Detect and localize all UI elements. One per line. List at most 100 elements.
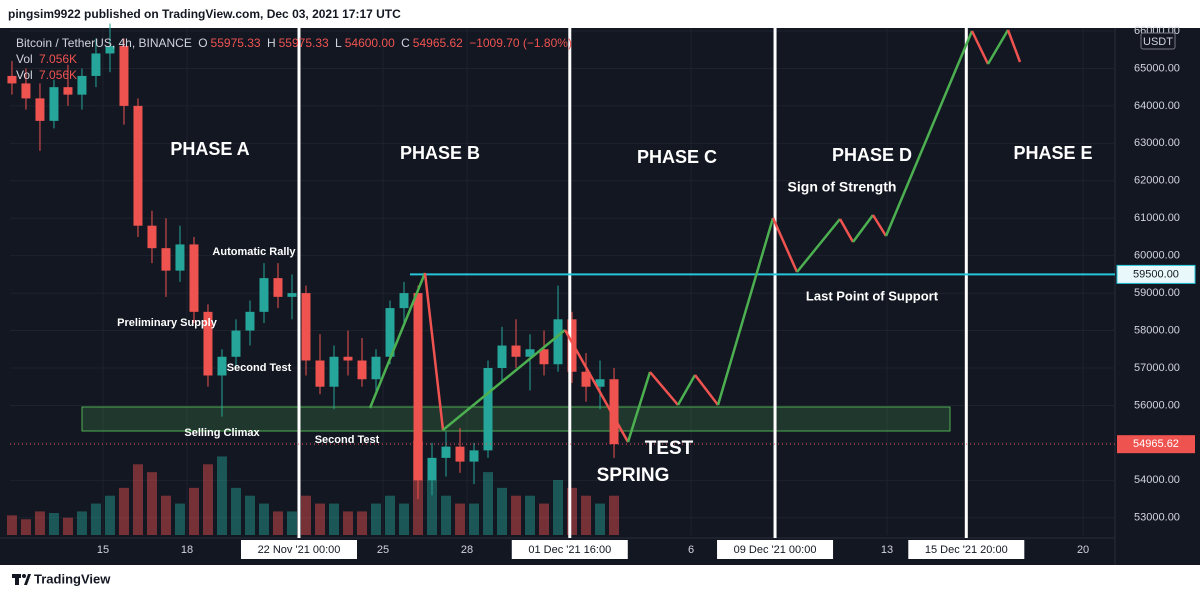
- volume-bar: [34, 511, 45, 535]
- wyckoff-path: [368, 29, 1022, 443]
- volume-bar: [441, 495, 452, 535]
- down-leg: [1006, 29, 1022, 63]
- x-tick-label: 22 Nov '21 00:00: [258, 544, 341, 556]
- brand: TradingView: [34, 571, 111, 586]
- candle-body: [539, 349, 549, 365]
- x-tick-label: 28: [461, 544, 473, 556]
- y-tick-label: 58000.00: [1134, 324, 1180, 336]
- vol-label: Vol: [16, 52, 33, 66]
- candle-body: [273, 278, 283, 297]
- volume-bar: [609, 495, 620, 535]
- volume-bar: [48, 513, 59, 535]
- annotation: PHASE B: [400, 143, 480, 163]
- candle-body: [371, 356, 381, 380]
- candle-body: [427, 457, 437, 481]
- candle-body: [469, 450, 479, 462]
- candle-body: [567, 319, 577, 372]
- candle-body: [161, 248, 171, 271]
- candle-body: [385, 308, 395, 357]
- volume-bar: [385, 495, 396, 535]
- volume-bar: [286, 511, 297, 535]
- y-tick-label: 61000.00: [1134, 212, 1180, 224]
- volume-bar: [399, 503, 410, 535]
- ohlc-key: H: [266, 36, 276, 50]
- support-label-box: [1116, 264, 1196, 284]
- x-tick-label: 15: [97, 544, 109, 556]
- candle-body: [595, 379, 605, 387]
- candle-body: [77, 75, 87, 95]
- annotation: PHASE A: [170, 139, 249, 159]
- x-tick-label: 01 Dec '21 16:00: [528, 544, 611, 556]
- ohlc-value: 54600.00: [344, 36, 395, 50]
- x-tick-label: 20: [1077, 544, 1089, 556]
- legend-row: Vol 7.056K: [16, 51, 575, 67]
- volume-bar: [104, 495, 115, 535]
- volume-bar: [342, 511, 353, 535]
- footer-bar: [0, 565, 1200, 598]
- currency: USDT: [1143, 36, 1173, 48]
- annotation: Second Test: [227, 362, 292, 374]
- y-tick-label: 62000.00: [1134, 175, 1180, 187]
- y-tick-label: 54000.00: [1134, 474, 1180, 486]
- candle-body: [63, 87, 73, 95]
- candle-body: [203, 311, 213, 376]
- candle-body: [119, 45, 129, 106]
- annotation: PHASE C: [637, 147, 717, 167]
- up-leg: [626, 371, 652, 443]
- candle-body: [189, 244, 199, 312]
- ohlc-key: L: [335, 36, 342, 50]
- y-tick-label: 59000.00: [1134, 287, 1180, 299]
- candle-body: [259, 278, 269, 312]
- annotation: SPRING: [597, 465, 670, 486]
- up-leg: [796, 218, 841, 273]
- candle-body: [413, 293, 423, 481]
- y-tick-label: 64000.00: [1134, 100, 1180, 112]
- volume-bar: [525, 495, 536, 535]
- volume-bar: [497, 487, 508, 535]
- volume-bar: [160, 495, 171, 535]
- vol-label: Vol: [16, 68, 33, 82]
- x-tick-label: 13: [881, 544, 893, 556]
- volume-bar: [76, 511, 87, 535]
- time-label-box: [240, 540, 357, 559]
- volume-bar: [188, 487, 199, 535]
- volume-bar: [6, 515, 17, 535]
- candle-body: [49, 87, 59, 121]
- ohlc-key: C: [401, 36, 410, 50]
- candle-body: [21, 83, 31, 99]
- up-leg: [442, 329, 566, 431]
- down-leg: [771, 217, 799, 273]
- candle-body: [581, 371, 591, 387]
- up-leg: [368, 272, 427, 409]
- time-label-box: [511, 540, 628, 559]
- candle-body: [91, 53, 101, 76]
- candle-body: [511, 345, 521, 357]
- candle-body: [217, 356, 227, 376]
- ohlc-key: O: [198, 36, 208, 50]
- volume-bar: [230, 487, 241, 535]
- up-leg: [716, 217, 775, 406]
- candle-body: [315, 360, 325, 387]
- down-leg: [871, 214, 888, 237]
- candle-body: [35, 98, 45, 121]
- candle-body: [287, 293, 297, 297]
- annotation: PHASE D: [832, 145, 912, 165]
- candle-body: [7, 75, 17, 84]
- y-tick-label: 66000.00: [1134, 25, 1180, 37]
- header-bar: [0, 0, 1200, 28]
- volume-bar: [62, 517, 73, 535]
- volume-bar: [174, 503, 185, 535]
- logo-part: [15, 574, 19, 585]
- volume-bar: [595, 503, 606, 535]
- y-tick-label: 56000.00: [1134, 399, 1180, 411]
- candle-body: [105, 45, 115, 54]
- legend-row: Vol 7.056K: [16, 67, 575, 83]
- candle-body: [133, 105, 143, 226]
- down-leg: [970, 30, 990, 65]
- candle-body: [497, 345, 507, 368]
- annotation: Last Point of Support: [806, 288, 939, 303]
- legend: Bitcoin / TetherUS, 4h, BINANCE O 55975.3…: [16, 35, 575, 83]
- candle-body: [553, 319, 563, 365]
- candle-body: [175, 244, 185, 271]
